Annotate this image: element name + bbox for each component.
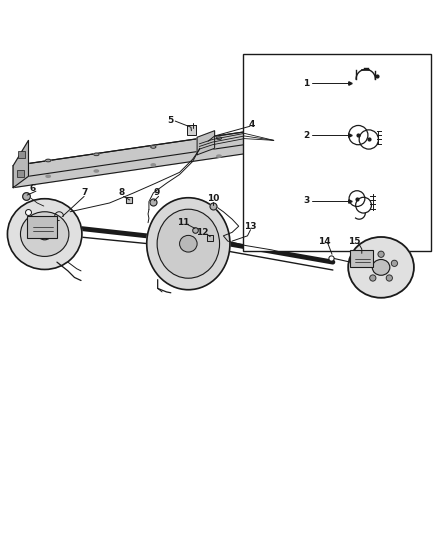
Bar (17, 170, 24, 177)
Ellipse shape (21, 212, 69, 256)
Polygon shape (13, 130, 258, 188)
Text: 3: 3 (304, 196, 310, 205)
Text: 10: 10 (207, 193, 219, 203)
Text: 6: 6 (30, 184, 36, 193)
Ellipse shape (38, 229, 51, 240)
Text: 1: 1 (304, 79, 310, 88)
Bar (350, 250, 373, 268)
Ellipse shape (372, 260, 390, 275)
Ellipse shape (180, 236, 197, 252)
Text: 14: 14 (318, 237, 330, 246)
Bar (27, 216, 57, 238)
Text: 7: 7 (81, 189, 87, 197)
Ellipse shape (216, 137, 222, 140)
Circle shape (386, 275, 392, 281)
Ellipse shape (46, 175, 50, 177)
Polygon shape (13, 140, 28, 188)
Ellipse shape (94, 153, 99, 156)
Bar (187, 125, 196, 135)
Bar (18, 151, 25, 158)
Polygon shape (13, 130, 274, 176)
Ellipse shape (46, 159, 51, 162)
Ellipse shape (217, 155, 221, 157)
Ellipse shape (147, 198, 230, 290)
Circle shape (391, 260, 397, 266)
Text: 15: 15 (349, 237, 361, 246)
Ellipse shape (7, 199, 82, 270)
Ellipse shape (151, 164, 155, 166)
Text: 8: 8 (119, 189, 125, 197)
Text: 9: 9 (154, 189, 160, 197)
Circle shape (378, 251, 384, 257)
Text: 4: 4 (249, 119, 255, 128)
Text: 13: 13 (244, 222, 257, 231)
Polygon shape (197, 131, 215, 155)
Text: 11: 11 (177, 218, 189, 227)
Text: 5: 5 (168, 116, 174, 125)
Circle shape (365, 260, 371, 266)
Ellipse shape (151, 146, 156, 148)
Ellipse shape (348, 237, 414, 298)
Text: 2: 2 (304, 131, 310, 140)
Bar (243, 54, 431, 251)
Circle shape (370, 275, 376, 281)
Ellipse shape (157, 209, 219, 278)
Text: 12: 12 (196, 228, 208, 237)
Ellipse shape (94, 170, 99, 172)
